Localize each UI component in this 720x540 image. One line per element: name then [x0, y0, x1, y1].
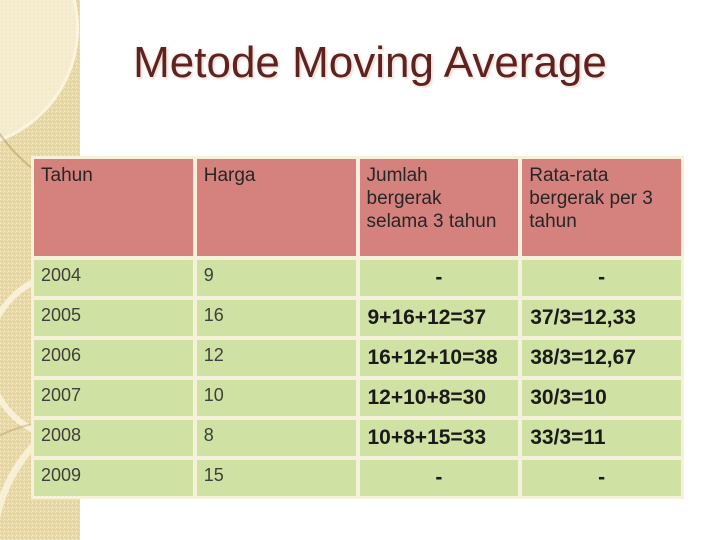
- column-header-tahun: Tahun: [34, 159, 193, 256]
- cell-tahun: 2004: [34, 260, 193, 296]
- column-header-harga: Harga: [196, 159, 356, 256]
- cell-tahun: 2008: [34, 420, 193, 456]
- cell-jumlah: 10+8+15=33: [359, 420, 519, 456]
- cell-harga: 12: [196, 340, 356, 376]
- slide-title: Metode Moving Average: [133, 38, 607, 87]
- cell-rata: 33/3=11: [522, 420, 681, 456]
- cell-harga: 16: [196, 300, 356, 336]
- column-header-rata-rata: Rata-rata bergerak per 3 tahun: [522, 159, 681, 256]
- cell-rata: -: [522, 460, 681, 496]
- cell-rata: -: [522, 260, 681, 296]
- cell-harga: 15: [196, 460, 356, 496]
- cell-jumlah: -: [359, 460, 519, 496]
- cell-harga: 8: [196, 420, 356, 456]
- cell-rata: 30/3=10: [522, 380, 681, 416]
- cell-harga: 9: [196, 260, 356, 296]
- cell-tahun: 2006: [34, 340, 193, 376]
- cell-jumlah: 12+10+8=30: [359, 380, 519, 416]
- cell-tahun: 2009: [34, 460, 193, 496]
- cell-jumlah: -: [359, 260, 519, 296]
- moving-average-table: Tahun Harga Jumlah bergerak selama 3 tah…: [31, 156, 684, 499]
- column-header-jumlah-bergerak: Jumlah bergerak selama 3 tahun: [359, 159, 519, 256]
- cell-jumlah: 9+16+12=37: [359, 300, 519, 336]
- cell-tahun: 2005: [34, 300, 193, 336]
- cell-rata: 37/3=12,33: [522, 300, 681, 336]
- cell-jumlah: 16+12+10=38: [359, 340, 519, 376]
- cell-rata: 38/3=12,67: [522, 340, 681, 376]
- cell-tahun: 2007: [34, 380, 193, 416]
- cell-harga: 10: [196, 380, 356, 416]
